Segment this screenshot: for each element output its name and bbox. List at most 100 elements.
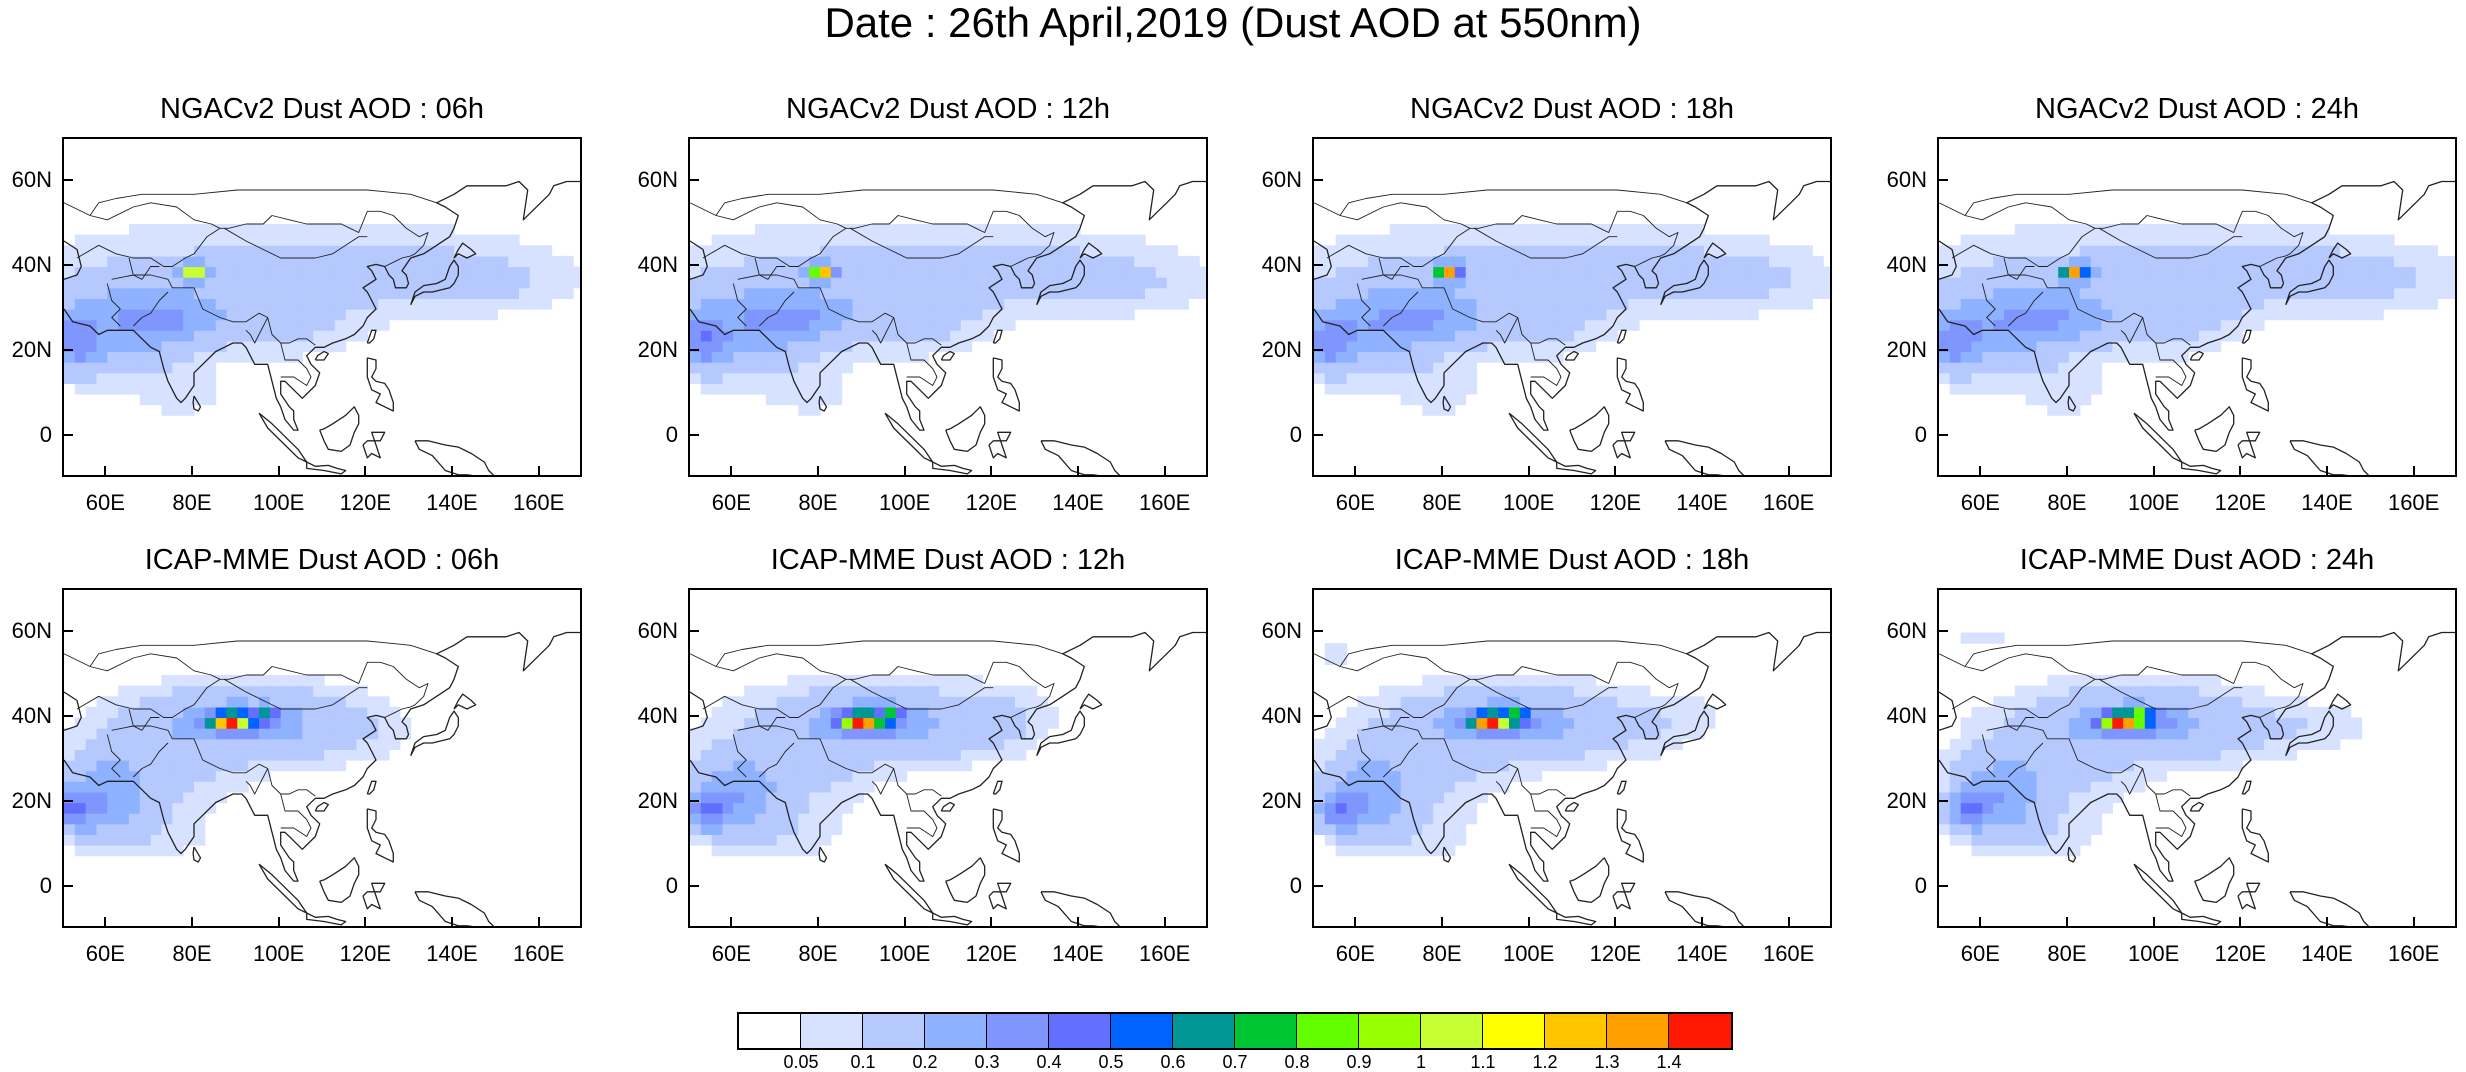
lon-tick xyxy=(2066,917,2068,926)
lon-tick xyxy=(903,917,906,926)
aod-shading xyxy=(64,675,412,857)
colorbar-cell xyxy=(1297,1014,1359,1048)
aod-shading xyxy=(690,675,1059,857)
lon-tick xyxy=(1979,466,1982,475)
colorbar-label: 0.3 xyxy=(974,1052,1000,1072)
lon-tick-label: 120E xyxy=(965,490,1018,515)
lon-tick xyxy=(1614,917,1617,926)
coastlines xyxy=(1314,180,1830,475)
lon-tick-label: 100E xyxy=(1502,941,1555,966)
lat-tick xyxy=(690,348,699,351)
colorbar-label: 0.8 xyxy=(1284,1052,1310,1072)
lon-tick xyxy=(990,466,993,475)
lon-tick xyxy=(364,917,367,926)
lon-tick-label: 160E xyxy=(2387,490,2440,515)
lat-tick-label: 20N xyxy=(637,336,678,362)
colorbar-label: 1.2 xyxy=(1532,1052,1558,1072)
colorbar-label: 0.9 xyxy=(1346,1052,1372,1072)
lat-tick-label: 60N xyxy=(1261,617,1302,643)
dust-aod-map xyxy=(688,588,1208,928)
colorbar-label: 0.2 xyxy=(912,1052,938,1072)
dust-aod-map xyxy=(1937,137,2457,477)
lat-tick-label: 0 xyxy=(665,872,678,898)
panel-title: NGACv2 Dust AOD : 06h xyxy=(160,93,484,125)
lon-tick-label: 80E xyxy=(172,490,212,515)
lon-tick xyxy=(277,466,280,475)
lon-tick xyxy=(817,466,819,475)
lon-tick-label: 100E xyxy=(252,490,305,515)
lon-tick xyxy=(1527,917,1530,926)
dust-aod-map xyxy=(1312,588,1832,928)
lon-tick xyxy=(817,917,819,926)
lat-tick-label: 20N xyxy=(1886,787,1927,813)
lon-tick xyxy=(2239,917,2242,926)
lon-tick xyxy=(1527,466,1530,475)
lon-tick-label: 120E xyxy=(1589,941,1642,966)
lon-tick-label: 80E xyxy=(172,941,212,966)
lat-tick-label: 0 xyxy=(39,872,52,898)
lon-tick-label: 100E xyxy=(252,941,305,966)
lat-tick xyxy=(64,348,73,351)
lat-tick-label: 0 xyxy=(1914,872,1927,898)
lat-tick-label: 20N xyxy=(11,787,52,813)
lon-tick-label: 80E xyxy=(1422,490,1462,515)
lon-tick xyxy=(2066,466,2068,475)
lon-tick xyxy=(990,917,993,926)
coastlines xyxy=(690,180,1206,475)
lat-tick xyxy=(690,433,699,436)
lon-tick xyxy=(1441,917,1443,926)
colorbar-label: 1.1 xyxy=(1470,1052,1496,1072)
lon-tick xyxy=(2239,466,2242,475)
lon-tick-label: 60E xyxy=(1960,941,2000,966)
lon-tick xyxy=(1163,917,1166,926)
colorbar-label: 0.1 xyxy=(850,1052,876,1072)
colorbar-cell xyxy=(925,1014,987,1048)
lon-tick-label: 160E xyxy=(1762,490,1815,515)
colorbar-cell xyxy=(1483,1014,1545,1048)
lat-tick-label: 40N xyxy=(1261,702,1302,728)
colorbar-cell xyxy=(1235,1014,1297,1048)
coastlines xyxy=(1314,631,1830,926)
lat-tick xyxy=(64,629,73,632)
lon-tick-label: 140E xyxy=(1676,941,1728,966)
colorbar xyxy=(737,1012,1733,1050)
colorbar-cell xyxy=(1421,1014,1483,1048)
colorbar-cell xyxy=(1669,1014,1731,1048)
lat-tick-label: 40N xyxy=(637,702,678,728)
lat-tick-label: 40N xyxy=(1261,251,1302,277)
coastlines xyxy=(1939,631,2455,926)
lat-tick xyxy=(690,178,699,181)
lon-tick xyxy=(1354,466,1357,475)
lon-tick-label: 60E xyxy=(711,490,751,515)
lon-tick-label: 60E xyxy=(1335,941,1375,966)
lon-tick xyxy=(537,466,540,475)
panel-title: ICAP-MME Dust AOD : 24h xyxy=(2019,544,2375,576)
lat-tick xyxy=(1939,799,1948,802)
lon-tick-label: 120E xyxy=(965,941,1018,966)
lat-tick xyxy=(1939,348,1948,351)
lon-tick-label: 160E xyxy=(2387,941,2440,966)
dust-aod-map xyxy=(1312,137,1832,477)
lat-tick xyxy=(1314,433,1323,436)
lon-tick xyxy=(903,466,906,475)
map-plot xyxy=(690,180,1206,475)
lat-tick-label: 0 xyxy=(665,421,678,447)
lat-tick xyxy=(1314,799,1323,802)
map-plot xyxy=(64,180,580,475)
lon-tick xyxy=(730,466,733,475)
lon-tick xyxy=(1701,466,1703,475)
map-plot xyxy=(64,631,580,926)
colorbar-cell xyxy=(1359,1014,1421,1048)
colorbar-label: 0.5 xyxy=(1098,1052,1124,1072)
lat-tick xyxy=(1939,433,1948,436)
lon-tick xyxy=(1163,466,1166,475)
lat-tick xyxy=(1314,178,1323,181)
lon-tick-label: 120E xyxy=(1589,490,1642,515)
map-plot xyxy=(1314,631,1830,926)
panel-title: NGACv2 Dust AOD : 24h xyxy=(2035,93,2359,125)
lon-tick xyxy=(2326,466,2328,475)
lon-tick-label: 100E xyxy=(2127,490,2180,515)
lon-tick-label: 140E xyxy=(426,941,478,966)
lon-tick xyxy=(191,917,193,926)
colorbar-cell xyxy=(1173,1014,1235,1048)
